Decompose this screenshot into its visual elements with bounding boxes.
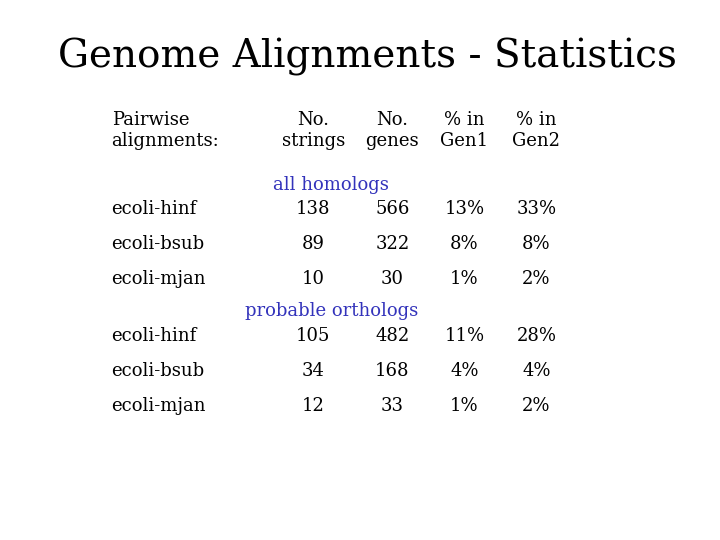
Text: ecoli-bsub: ecoli-bsub	[112, 235, 204, 253]
Text: ecoli-mjan: ecoli-mjan	[112, 397, 206, 415]
Text: 33%: 33%	[516, 200, 557, 218]
Text: % in: % in	[444, 111, 485, 129]
Text: 566: 566	[375, 200, 410, 218]
Text: 168: 168	[375, 362, 410, 380]
Text: 89: 89	[302, 235, 325, 253]
Text: strings: strings	[282, 132, 345, 150]
Text: 8%: 8%	[450, 235, 479, 253]
Text: 33: 33	[381, 397, 404, 415]
Text: 34: 34	[302, 362, 325, 380]
Text: 13%: 13%	[444, 200, 485, 218]
Text: 30: 30	[381, 270, 404, 288]
Text: 105: 105	[296, 327, 330, 345]
Text: No.: No.	[297, 111, 329, 129]
Text: Genome Alignments - Statistics: Genome Alignments - Statistics	[58, 38, 677, 76]
Text: 2%: 2%	[522, 270, 551, 288]
Text: probable orthologs: probable orthologs	[245, 302, 418, 320]
Text: 1%: 1%	[450, 270, 479, 288]
Text: ecoli-mjan: ecoli-mjan	[112, 270, 206, 288]
Text: all homologs: all homologs	[274, 176, 389, 193]
Text: 2%: 2%	[522, 397, 551, 415]
Text: Pairwise: Pairwise	[112, 111, 189, 129]
Text: 482: 482	[375, 327, 410, 345]
Text: 11%: 11%	[444, 327, 485, 345]
Text: Gen2: Gen2	[513, 132, 560, 150]
Text: 12: 12	[302, 397, 325, 415]
Text: 138: 138	[296, 200, 330, 218]
Text: ecoli-hinf: ecoli-hinf	[112, 200, 197, 218]
Text: 4%: 4%	[522, 362, 551, 380]
Text: genes: genes	[366, 132, 419, 150]
Text: 4%: 4%	[450, 362, 479, 380]
Text: 322: 322	[375, 235, 410, 253]
Text: % in: % in	[516, 111, 557, 129]
Text: 8%: 8%	[522, 235, 551, 253]
Text: Gen1: Gen1	[441, 132, 488, 150]
Text: 10: 10	[302, 270, 325, 288]
Text: No.: No.	[377, 111, 408, 129]
Text: 28%: 28%	[516, 327, 557, 345]
Text: 1%: 1%	[450, 397, 479, 415]
Text: ecoli-bsub: ecoli-bsub	[112, 362, 204, 380]
Text: ecoli-hinf: ecoli-hinf	[112, 327, 197, 345]
Text: alignments:: alignments:	[112, 132, 220, 150]
